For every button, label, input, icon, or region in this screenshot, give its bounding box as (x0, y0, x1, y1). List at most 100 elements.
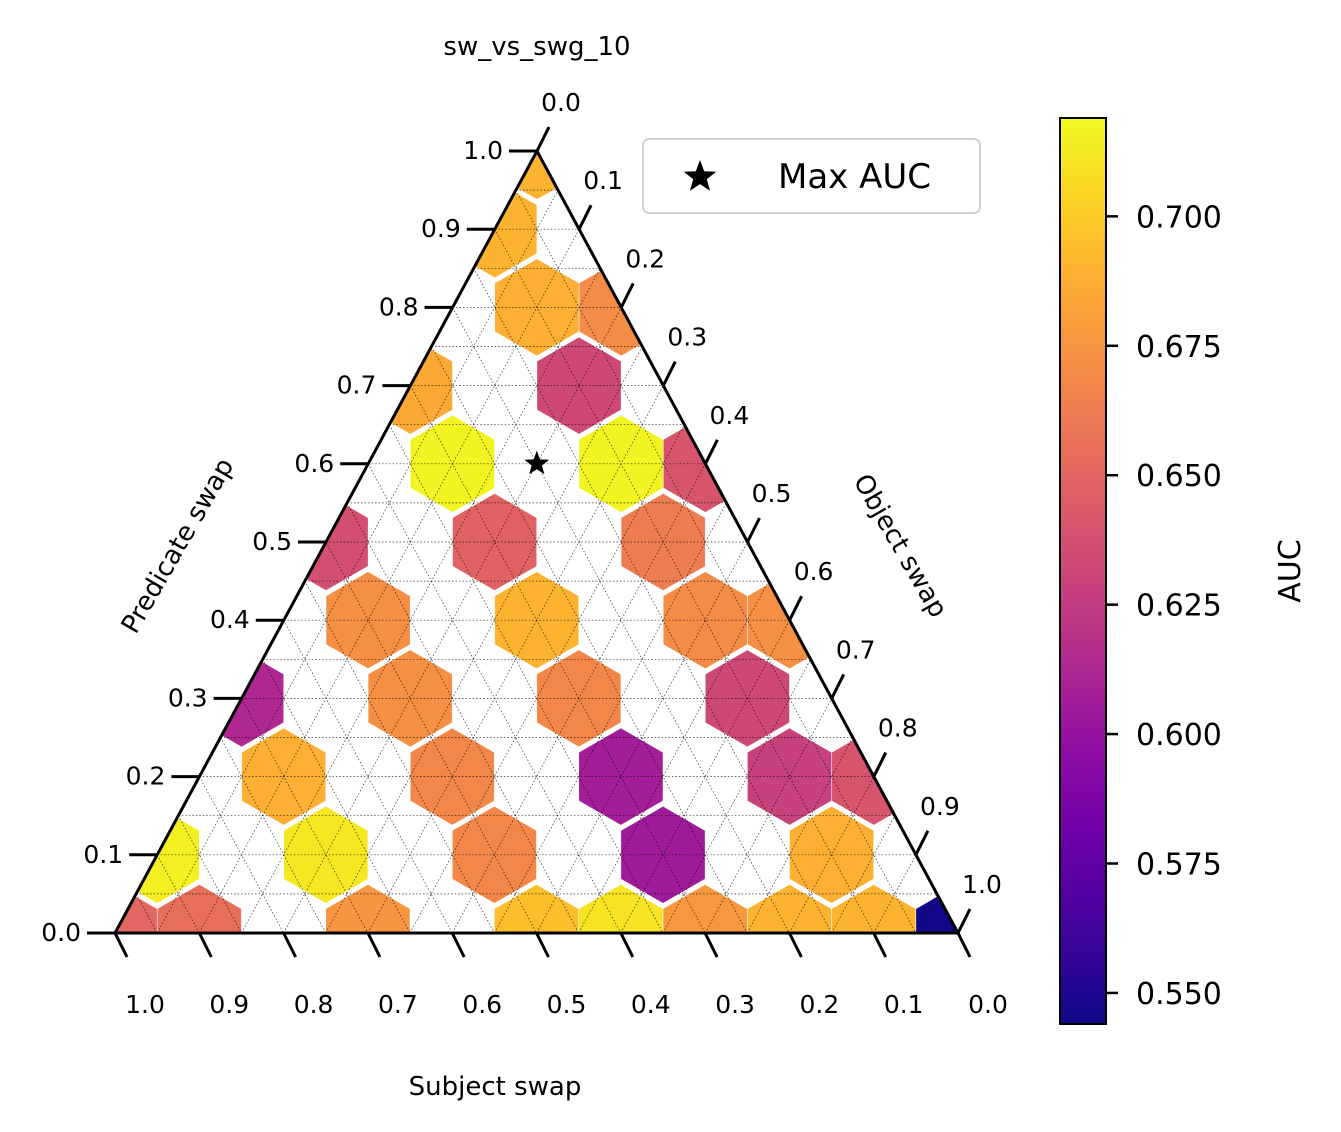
right-tick (619, 282, 635, 309)
right-tick-label: 0.5 (752, 479, 792, 508)
hex-cell (579, 728, 663, 825)
hex-cell (831, 884, 916, 933)
right-tick-label: 0.6 (794, 557, 834, 586)
right-tick-label: 0.3 (667, 323, 707, 352)
right-tick (872, 751, 888, 778)
bottom-tick (703, 932, 719, 958)
chart-title: sw_vs_swg_10 (443, 32, 630, 62)
right-tick-label: 0.2 (625, 244, 665, 273)
right-tick-label: 0.4 (710, 401, 750, 430)
star-icon (683, 160, 717, 191)
right-tick (704, 439, 719, 465)
grid-line (410, 385, 706, 934)
bottom-tick-label: 0.6 (462, 990, 502, 1019)
grid-line (536, 541, 748, 934)
bottom-axis-label: Subject swap (409, 1072, 582, 1102)
left-tick-label: 0.5 (252, 527, 292, 556)
grid-line (915, 893, 938, 934)
bottom-tick (535, 932, 550, 958)
grid-line (515, 189, 917, 934)
hex-cell (494, 884, 579, 933)
colorbar-tick-label: 0.600 (1136, 718, 1222, 753)
axis-ticks: 0.0 0.1 0.2 0.3 0.4 0.5 0.6 0.7 0.8 0.9 1.0 1.0 0.9 0… (41, 88, 1008, 1019)
left-tick-label: 0.3 (168, 683, 208, 712)
colorbar-tick-label: 0.625 (1136, 589, 1222, 624)
bottom-tick (282, 932, 297, 958)
bottom-tick (872, 932, 888, 958)
grid-line (325, 346, 643, 934)
right-tick (830, 673, 846, 700)
star-icon (524, 450, 550, 475)
grid-line (367, 385, 664, 934)
bottom-tick-label: 0.0 (968, 990, 1008, 1019)
colorbar-label: AUC (1273, 539, 1308, 602)
left-tick-label: 0.8 (379, 292, 419, 321)
grid-line (241, 698, 369, 934)
bottom-tick (788, 932, 803, 958)
hex-cell (663, 884, 747, 933)
legend-star-icon (683, 160, 717, 191)
colorbar: 0.550 0.575 0.600 0.625 0.650 0.675 0.700 AUC (1059, 117, 1308, 1025)
grid-line (662, 659, 811, 934)
bottom-tick-label: 0.8 (294, 990, 334, 1019)
colorbar-tick-label: 0.550 (1136, 977, 1222, 1012)
colorbar-tick-label: 0.575 (1136, 848, 1222, 883)
bottom-tick-label: 0.7 (378, 990, 418, 1019)
right-tick-label: 0.1 (583, 166, 623, 195)
grid-line (578, 580, 769, 934)
grid-line (789, 776, 875, 934)
grid-line (177, 815, 242, 934)
right-tick-label: 1.0 (962, 870, 1002, 899)
bottom-tick (956, 932, 972, 958)
bottom-tick (450, 932, 466, 958)
colorbar-tick-label: 0.650 (1136, 459, 1222, 494)
colorbar-tick-label: 0.700 (1136, 200, 1222, 235)
grid-line (452, 307, 790, 934)
bottom-tick-label: 0.5 (547, 990, 587, 1019)
right-tick-label: 0.8 (878, 714, 918, 743)
grid-line (262, 659, 411, 934)
grid-line (346, 502, 579, 934)
bottom-tick (619, 932, 635, 958)
grid-line (431, 346, 748, 934)
grid-line (494, 502, 727, 934)
right-axis-label: Object swap (847, 469, 953, 623)
bottom-tick-label: 0.1 (884, 990, 924, 1019)
left-tick-label: 0.9 (421, 214, 461, 243)
hex-cell (115, 884, 157, 933)
ternary-grid (135, 189, 938, 934)
right-tick (746, 517, 761, 543)
right-tick (535, 126, 551, 152)
left-tick-label: 0.6 (294, 449, 334, 478)
bottom-tick-label: 0.9 (209, 990, 249, 1019)
bottom-tick (113, 932, 129, 958)
grid-line (156, 854, 200, 934)
right-tick (914, 830, 930, 856)
right-tick-label: 0.7 (836, 635, 876, 664)
bottom-tick (366, 932, 382, 958)
hex-cell (663, 571, 748, 669)
hex-cell (916, 884, 958, 933)
right-tick (956, 908, 972, 934)
grid-line (304, 580, 495, 934)
bottom-tick-label: 0.4 (631, 990, 671, 1019)
grid-line (199, 776, 284, 934)
hex-cell (326, 884, 410, 933)
left-tick-label: 0.0 (41, 918, 81, 947)
bottom-tick-label: 1.0 (125, 990, 165, 1019)
left-tick-label: 0.1 (83, 840, 123, 869)
grid-line (135, 893, 158, 934)
right-tick (661, 360, 677, 387)
hex-cell (747, 728, 832, 825)
right-tick-label: 0.0 (541, 88, 581, 117)
bottom-tick (197, 932, 213, 958)
right-tick (788, 595, 803, 621)
left-tick-label: 0.4 (210, 605, 250, 634)
bottom-tick-label: 0.2 (800, 990, 840, 1019)
hex-cell (747, 884, 832, 933)
left-tick-label: 0.2 (126, 762, 166, 791)
grid-line (831, 815, 896, 934)
hex-cell (157, 884, 242, 933)
left-tick-label: 1.0 (463, 136, 503, 165)
hex-cell (578, 884, 663, 933)
